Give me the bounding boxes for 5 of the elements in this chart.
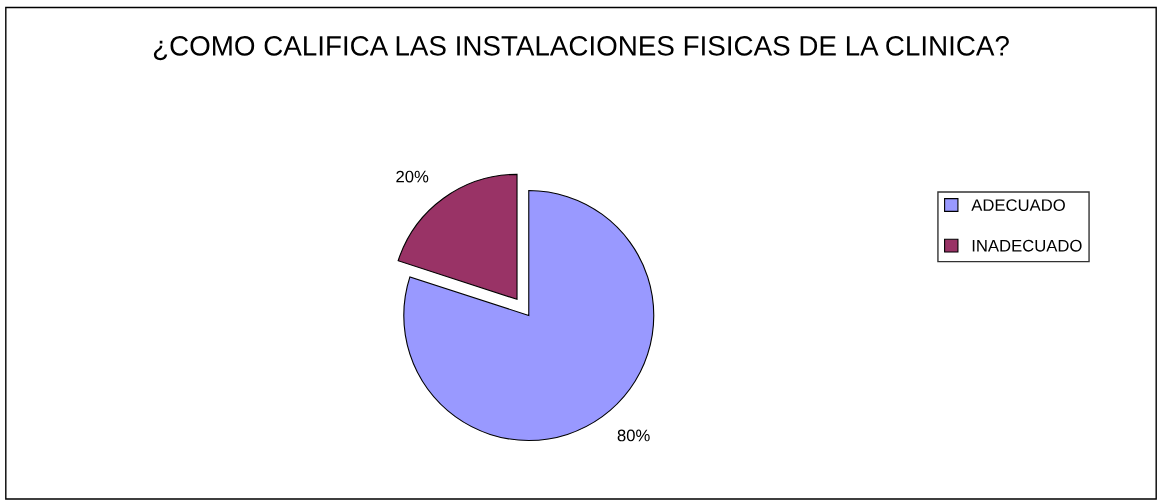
data-label: 20% [396, 170, 429, 183]
legend-label: INADECUADO [972, 239, 1082, 252]
data-label: 80% [617, 429, 650, 442]
legend-label: ADECUADO [971, 199, 1065, 212]
chart-title: ¿COMO CALIFICA LAS INSTALACIONES FISICAS DE LA CLINICA? [153, 36, 1009, 61]
